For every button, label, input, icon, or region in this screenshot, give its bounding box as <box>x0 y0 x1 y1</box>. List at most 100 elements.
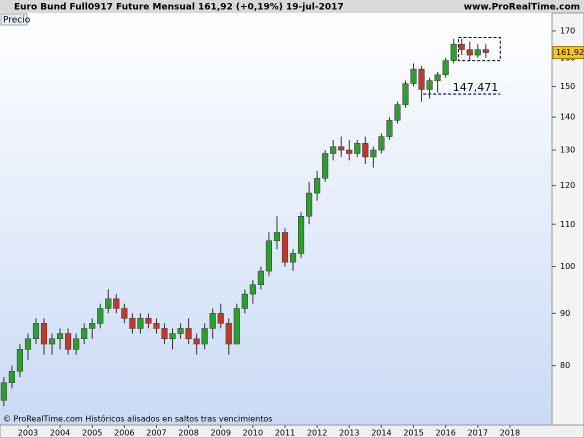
candle-body <box>161 328 168 340</box>
candle-body <box>474 49 481 56</box>
y-tick-label: 130 <box>560 146 575 155</box>
candle-body <box>129 318 136 329</box>
price-tag-label: 161,92 <box>556 48 584 57</box>
candle-body <box>362 143 369 158</box>
candle-body <box>257 270 264 285</box>
candle-body <box>330 146 337 154</box>
y-tick-label: 110 <box>560 220 575 229</box>
candle-body <box>48 338 56 345</box>
candle-body <box>0 382 7 401</box>
candle-body <box>16 349 23 372</box>
candle-body <box>32 323 40 340</box>
candle-body <box>410 68 417 84</box>
y-tick-label: 150 <box>560 82 575 91</box>
candle-body <box>89 323 96 329</box>
y-tick-label: 120 <box>560 181 575 190</box>
candle-body <box>418 68 425 90</box>
candle-body <box>217 313 224 324</box>
x-tick-label: 2009 <box>211 429 231 438</box>
candle-body <box>289 253 297 263</box>
panel-label: Precio <box>3 16 31 26</box>
candle-body <box>137 318 144 329</box>
y-tick-label: 140 <box>560 113 575 122</box>
candle-body <box>298 216 305 254</box>
candle-body <box>322 153 329 179</box>
x-tick-label: 2006 <box>114 429 134 438</box>
candle-body <box>442 60 449 76</box>
candle-body <box>169 333 176 340</box>
annotation-box <box>458 37 501 62</box>
candle-body <box>482 49 489 53</box>
candle-body <box>426 80 433 90</box>
candle-body <box>338 146 345 151</box>
candle-body <box>378 136 385 151</box>
x-tick-label: 2015 <box>403 429 423 438</box>
candle-body <box>185 328 192 340</box>
candle-body <box>273 232 281 241</box>
y-axis-panel <box>551 12 584 426</box>
x-tick-label: 2003 <box>18 429 38 438</box>
candle-body <box>24 338 32 350</box>
candle-body <box>177 328 184 334</box>
price-tag <box>552 46 584 60</box>
y-tick-label: 90 <box>560 309 570 318</box>
candle-body <box>354 143 361 154</box>
x-tick-label: 2016 <box>435 429 455 438</box>
y-tick-label: 170 <box>560 26 575 35</box>
candle-body <box>65 333 72 350</box>
x-tick-label: 2017 <box>468 429 488 438</box>
candle-body <box>153 323 160 329</box>
header-bar <box>0 0 584 13</box>
candle-body <box>145 318 152 324</box>
candle-body <box>73 338 80 350</box>
candle-body <box>201 328 208 345</box>
x-tick-label: 2014 <box>371 429 391 438</box>
candle-body <box>97 308 104 324</box>
candle-body <box>121 308 128 319</box>
candle-body <box>281 232 289 263</box>
candle-body <box>105 298 112 309</box>
candle-body <box>81 328 88 340</box>
candle-body <box>209 313 216 329</box>
source: www.ProRealTime.com <box>464 3 580 13</box>
x-tick-label: 2007 <box>146 429 166 438</box>
candle-body <box>386 120 393 137</box>
x-tick-label: 2005 <box>82 429 102 438</box>
chart-title: Euro Bund Full0917 Future Mensual 161,92… <box>14 3 344 13</box>
y-tick-label: 80 <box>560 361 570 370</box>
plot-area <box>0 13 552 425</box>
panel-label-box <box>0 13 28 26</box>
candle-body <box>466 49 473 56</box>
candle-body <box>225 323 232 345</box>
candle-body <box>233 308 240 345</box>
candle-body <box>370 149 377 158</box>
candle-body <box>40 323 48 345</box>
candle-body <box>57 333 64 340</box>
x-tick-label: 2018 <box>500 429 520 438</box>
candle-body <box>113 298 120 309</box>
footer: © ProRealTime.com Históricos alisados en… <box>3 414 272 424</box>
level-label: 147,471 <box>453 81 499 94</box>
candle-body <box>241 293 248 309</box>
candle-body <box>306 192 313 217</box>
x-tick-label: 2008 <box>178 429 198 438</box>
candle-body <box>450 43 457 61</box>
x-tick-label: 2010 <box>243 429 263 438</box>
x-tick-label: 2004 <box>50 429 70 438</box>
candle-body <box>434 74 441 81</box>
candle-body <box>346 149 353 154</box>
x-axis-panel <box>0 424 584 438</box>
candle-body <box>249 284 256 295</box>
candle-body <box>458 43 465 50</box>
candle-body <box>394 104 401 121</box>
x-tick-label: 2013 <box>339 429 359 438</box>
candle-body <box>402 83 409 105</box>
candle-body <box>265 240 272 272</box>
x-tick-label: 2011 <box>275 429 295 438</box>
x-tick-label: 2012 <box>307 429 327 438</box>
candle-body <box>314 178 321 194</box>
candle-body <box>8 371 15 383</box>
candle-body <box>193 338 200 345</box>
y-tick-label: 100 <box>560 262 575 271</box>
